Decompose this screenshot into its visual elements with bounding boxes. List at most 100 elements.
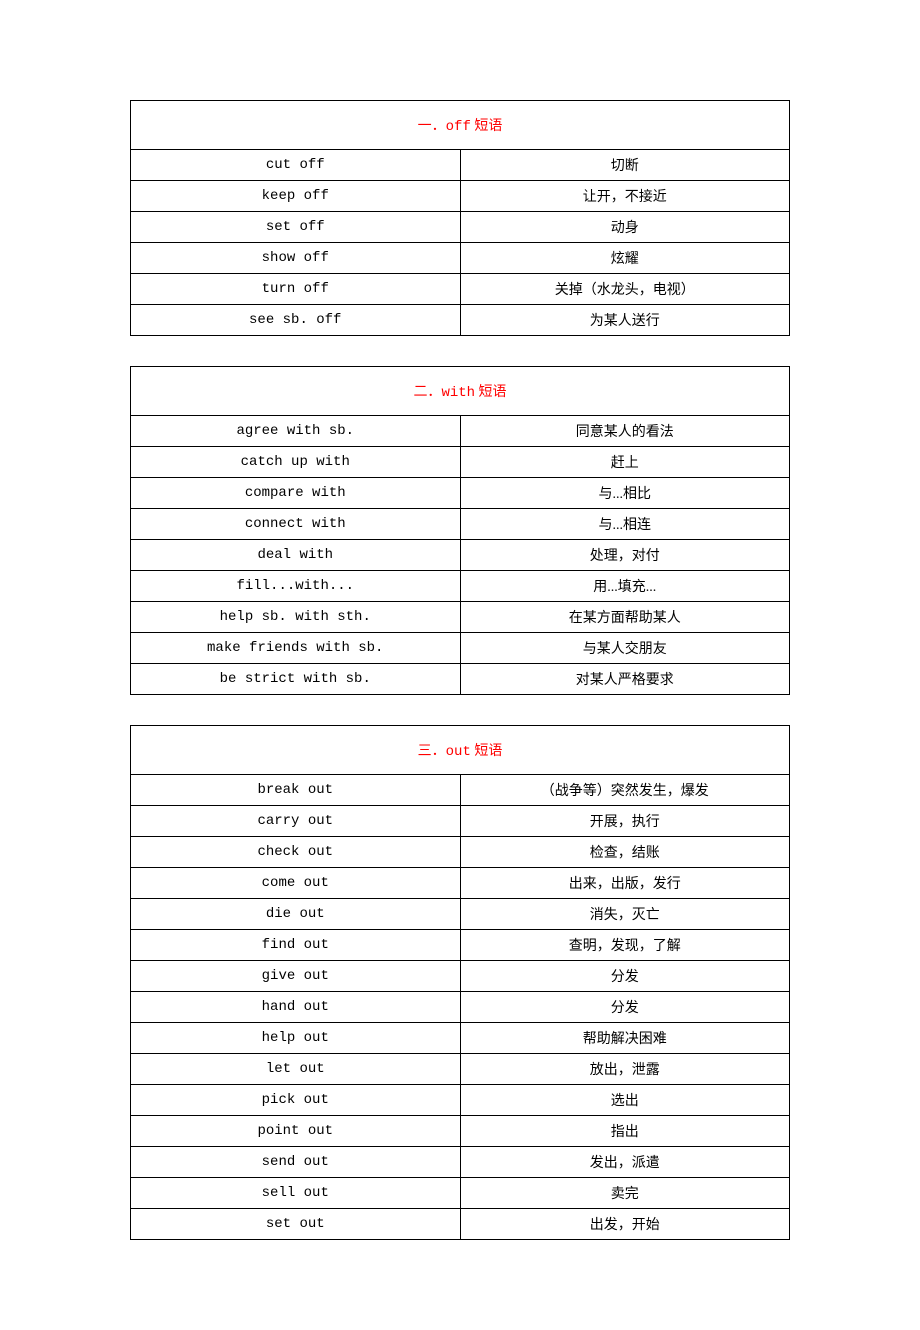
table-row: connect with与...相连 bbox=[131, 509, 790, 540]
tables-container: 一．off 短语cut off切断keep off让开，不接近set off动身… bbox=[130, 100, 790, 1240]
chinese-cell: 指出 bbox=[460, 1116, 790, 1147]
chinese-cell: 切断 bbox=[460, 150, 790, 181]
english-cell: connect with bbox=[131, 509, 461, 540]
english-cell: carry out bbox=[131, 806, 461, 837]
chinese-cell: 在某方面帮助某人 bbox=[460, 602, 790, 633]
english-cell: keep off bbox=[131, 181, 461, 212]
table-row: pick out选出 bbox=[131, 1085, 790, 1116]
table-row: check out检查，结账 bbox=[131, 837, 790, 868]
english-cell: see sb. off bbox=[131, 305, 461, 336]
table-row: keep off让开，不接近 bbox=[131, 181, 790, 212]
phrase-table-0: 一．off 短语cut off切断keep off让开，不接近set off动身… bbox=[130, 100, 790, 336]
chinese-cell: 发出，派遣 bbox=[460, 1147, 790, 1178]
english-cell: die out bbox=[131, 899, 461, 930]
chinese-cell: 开展，执行 bbox=[460, 806, 790, 837]
chinese-cell: 选出 bbox=[460, 1085, 790, 1116]
table-row: compare with与...相比 bbox=[131, 478, 790, 509]
table-row: break out（战争等）突然发生，爆发 bbox=[131, 775, 790, 806]
chinese-cell: 与某人交朋友 bbox=[460, 633, 790, 664]
table-row: set off动身 bbox=[131, 212, 790, 243]
english-cell: hand out bbox=[131, 992, 461, 1023]
table-row: point out指出 bbox=[131, 1116, 790, 1147]
table-row: be strict with sb.对某人严格要求 bbox=[131, 664, 790, 695]
table-row: sell out卖完 bbox=[131, 1178, 790, 1209]
table-row: turn off关掉（水龙头，电视） bbox=[131, 274, 790, 305]
table-row: make friends with sb.与某人交朋友 bbox=[131, 633, 790, 664]
chinese-cell: 检查，结账 bbox=[460, 837, 790, 868]
header-suffix: 短语 bbox=[474, 744, 502, 759]
chinese-cell: 用...填充... bbox=[460, 571, 790, 602]
table-row: agree with sb.同意某人的看法 bbox=[131, 416, 790, 447]
table-row: show off炫耀 bbox=[131, 243, 790, 274]
chinese-cell: 与...相比 bbox=[460, 478, 790, 509]
chinese-cell: 分发 bbox=[460, 961, 790, 992]
table-row: set out出发，开始 bbox=[131, 1209, 790, 1240]
table-row: die out消失，灭亡 bbox=[131, 899, 790, 930]
chinese-cell: 炫耀 bbox=[460, 243, 790, 274]
table-row: send out发出，派遣 bbox=[131, 1147, 790, 1178]
phrase-table-2: 三．out 短语break out（战争等）突然发生，爆发carry out开展… bbox=[130, 725, 790, 1240]
english-cell: give out bbox=[131, 961, 461, 992]
table-row: deal with处理，对付 bbox=[131, 540, 790, 571]
header-label: off bbox=[446, 119, 471, 135]
english-cell: deal with bbox=[131, 540, 461, 571]
english-cell: break out bbox=[131, 775, 461, 806]
table-row: see sb. off为某人送行 bbox=[131, 305, 790, 336]
header-prefix: 一． bbox=[418, 119, 446, 134]
english-cell: turn off bbox=[131, 274, 461, 305]
chinese-cell: （战争等）突然发生，爆发 bbox=[460, 775, 790, 806]
english-cell: send out bbox=[131, 1147, 461, 1178]
chinese-cell: 查明，发现，了解 bbox=[460, 930, 790, 961]
english-cell: check out bbox=[131, 837, 461, 868]
chinese-cell: 动身 bbox=[460, 212, 790, 243]
chinese-cell: 让开，不接近 bbox=[460, 181, 790, 212]
chinese-cell: 放出，泄露 bbox=[460, 1054, 790, 1085]
chinese-cell: 出发，开始 bbox=[460, 1209, 790, 1240]
english-cell: be strict with sb. bbox=[131, 664, 461, 695]
chinese-cell: 卖完 bbox=[460, 1178, 790, 1209]
table-row: come out出来，出版，发行 bbox=[131, 868, 790, 899]
table-row: let out放出，泄露 bbox=[131, 1054, 790, 1085]
table-header: 三．out 短语 bbox=[131, 726, 790, 775]
english-cell: find out bbox=[131, 930, 461, 961]
table-row: help out帮助解决困难 bbox=[131, 1023, 790, 1054]
english-cell: pick out bbox=[131, 1085, 461, 1116]
header-suffix: 短语 bbox=[474, 119, 502, 134]
chinese-cell: 对某人严格要求 bbox=[460, 664, 790, 695]
english-cell: let out bbox=[131, 1054, 461, 1085]
english-cell: point out bbox=[131, 1116, 461, 1147]
chinese-cell: 分发 bbox=[460, 992, 790, 1023]
chinese-cell: 帮助解决困难 bbox=[460, 1023, 790, 1054]
english-cell: make friends with sb. bbox=[131, 633, 461, 664]
table-header: 一．off 短语 bbox=[131, 101, 790, 150]
header-prefix: 三． bbox=[418, 744, 446, 759]
table-row: catch up with赶上 bbox=[131, 447, 790, 478]
chinese-cell: 赶上 bbox=[460, 447, 790, 478]
english-cell: fill...with... bbox=[131, 571, 461, 602]
table-row: carry out开展，执行 bbox=[131, 806, 790, 837]
chinese-cell: 关掉（水龙头，电视） bbox=[460, 274, 790, 305]
english-cell: come out bbox=[131, 868, 461, 899]
table-row: give out分发 bbox=[131, 961, 790, 992]
chinese-cell: 处理，对付 bbox=[460, 540, 790, 571]
english-cell: sell out bbox=[131, 1178, 461, 1209]
table-row: hand out分发 bbox=[131, 992, 790, 1023]
english-cell: set off bbox=[131, 212, 461, 243]
phrase-table-1: 二．with 短语agree with sb.同意某人的看法catch up w… bbox=[130, 366, 790, 695]
table-header: 二．with 短语 bbox=[131, 367, 790, 416]
chinese-cell: 为某人送行 bbox=[460, 305, 790, 336]
header-label: out bbox=[446, 744, 471, 760]
table-row: cut off切断 bbox=[131, 150, 790, 181]
english-cell: agree with sb. bbox=[131, 416, 461, 447]
table-row: help sb. with sth.在某方面帮助某人 bbox=[131, 602, 790, 633]
header-prefix: 二． bbox=[413, 385, 441, 400]
english-cell: compare with bbox=[131, 478, 461, 509]
english-cell: show off bbox=[131, 243, 461, 274]
chinese-cell: 同意某人的看法 bbox=[460, 416, 790, 447]
english-cell: set out bbox=[131, 1209, 461, 1240]
header-label: with bbox=[441, 385, 475, 401]
english-cell: cut off bbox=[131, 150, 461, 181]
table-row: fill...with...用...填充... bbox=[131, 571, 790, 602]
chinese-cell: 消失，灭亡 bbox=[460, 899, 790, 930]
chinese-cell: 与...相连 bbox=[460, 509, 790, 540]
